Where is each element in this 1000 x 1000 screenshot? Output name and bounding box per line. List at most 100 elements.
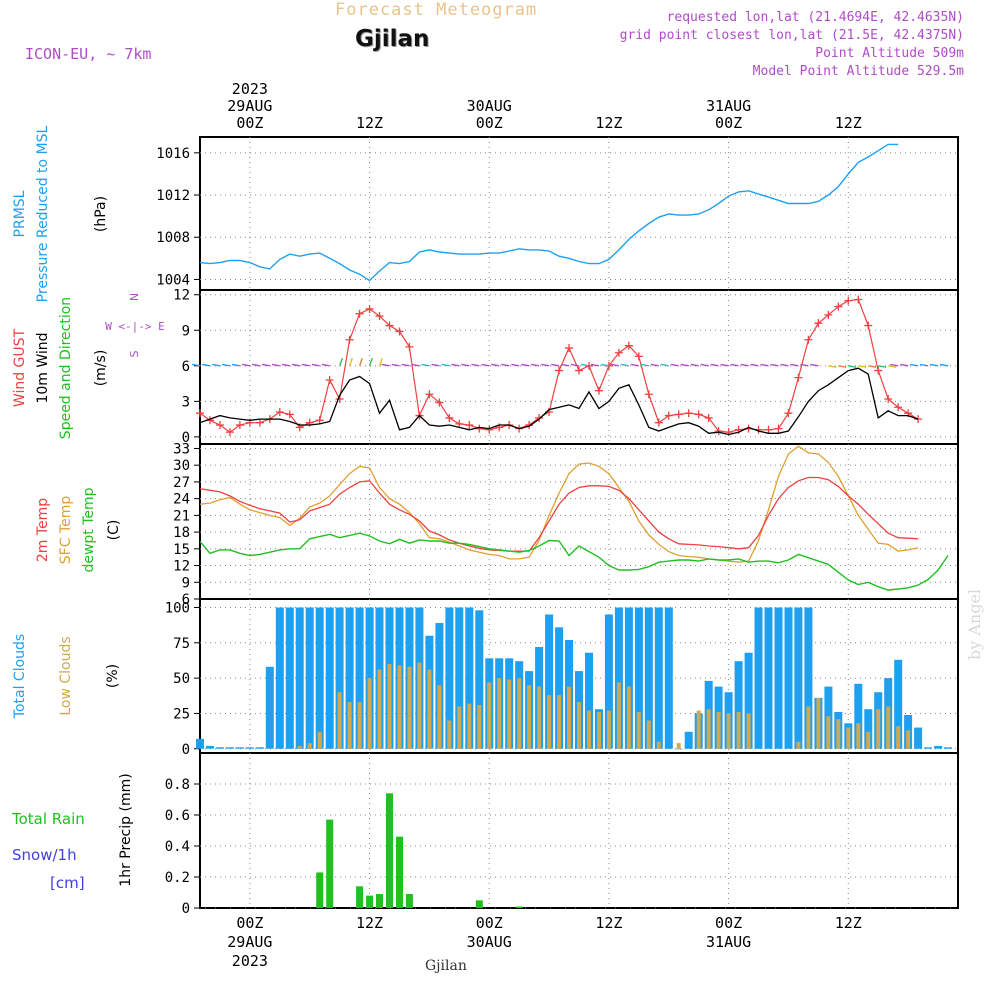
gust-marker xyxy=(854,295,863,304)
gust-marker xyxy=(485,425,494,434)
low-cloud-bar xyxy=(826,716,831,749)
total-cloud-bar xyxy=(555,627,564,749)
gust-marker xyxy=(834,302,843,311)
low-cloud-bar xyxy=(846,727,851,749)
total-cloud-bar xyxy=(275,607,284,749)
wind-direction-arrow xyxy=(541,363,550,367)
wind-direction-arrow xyxy=(730,363,739,367)
total-cloud-bar xyxy=(944,747,952,749)
panel-frame-precip xyxy=(199,752,959,909)
wind-direction-arrow xyxy=(211,363,221,367)
gust-marker xyxy=(555,366,564,375)
low-cloud-bar xyxy=(577,702,581,749)
gust-marker xyxy=(385,321,394,330)
time-label-bottom: 30AUG xyxy=(467,933,512,951)
y-tick-label: 25 xyxy=(173,706,190,722)
time-label-top: 12Z xyxy=(835,114,862,132)
low-cloud-bar xyxy=(427,669,432,749)
wind-direction-label: Speed and Direction xyxy=(58,297,74,439)
wind-direction-arrow xyxy=(878,365,887,368)
gust-marker xyxy=(405,342,414,351)
time-label-bottom: 12Z xyxy=(356,914,383,932)
total-cloud-bar xyxy=(914,727,923,749)
y-tick-label: 24 xyxy=(173,492,190,508)
wind-direction-arrow xyxy=(378,358,383,367)
requested-coords: requested lon,lat (21.4694E, 42.4635N) xyxy=(666,10,964,25)
low-cloud-bar xyxy=(567,686,571,749)
gust-marker xyxy=(674,410,683,419)
total-cloud-bar xyxy=(355,607,364,749)
low-cloud-bar xyxy=(896,726,901,749)
temp-label: 2m Temp xyxy=(35,498,51,562)
gust-marker xyxy=(684,409,693,418)
total-cloud-bar xyxy=(604,614,613,749)
gust-marker xyxy=(664,411,673,420)
wind-direction-arrow xyxy=(858,365,867,368)
wind-direction-arrow xyxy=(431,363,440,367)
low-cloud-bar xyxy=(676,743,681,749)
total-cloud-bar xyxy=(734,661,743,749)
low-cloud-bar xyxy=(806,706,811,749)
gust-marker xyxy=(285,410,294,419)
y-tick-label: 1008 xyxy=(156,230,190,246)
wind-direction-arrow xyxy=(471,363,480,367)
wind-direction-arrow xyxy=(461,363,470,367)
wind-direction-arrow xyxy=(391,363,400,367)
low-cloud-bar xyxy=(796,741,801,749)
low-cloud-bar xyxy=(597,712,601,749)
gust-marker xyxy=(225,428,234,437)
wind-direction-arrow xyxy=(930,363,939,367)
total-cloud-bar xyxy=(784,607,793,749)
low-cloud-bar xyxy=(547,695,552,749)
rain-bar xyxy=(366,895,374,908)
wind-speed-line xyxy=(199,367,919,436)
gust-marker xyxy=(465,421,474,430)
low-cloud-bar xyxy=(656,741,661,749)
gust-marker xyxy=(445,413,454,422)
station-name: Gjilan xyxy=(355,26,430,52)
wind-direction-arrow xyxy=(848,365,857,368)
total-cloud-bar xyxy=(804,607,813,749)
compass-we: W <-|-> E xyxy=(105,320,165,333)
time-label-bottom: 31AUG xyxy=(706,933,751,951)
gust-marker xyxy=(824,310,833,319)
low-cloud-bar xyxy=(626,686,631,749)
time-label-bottom: 29AUG xyxy=(227,933,272,951)
time-label-top: 00Z xyxy=(476,114,503,132)
total-cloud-bar xyxy=(754,607,763,749)
total-cloud-bar xyxy=(794,607,803,749)
wind-direction-arrow xyxy=(920,363,929,367)
total-cloud-bar xyxy=(295,607,304,749)
gust-marker xyxy=(634,352,643,361)
wind-direction-arrow xyxy=(580,363,590,367)
gust-marker xyxy=(774,424,783,433)
wind-direction-arrow xyxy=(660,363,669,367)
dewpt-label: dewpt Temp xyxy=(81,487,97,572)
wind-direction-arrow xyxy=(358,358,363,367)
y-tick-label: 33 xyxy=(173,441,190,457)
wind-direction-arrow xyxy=(451,363,460,367)
wind-direction-arrow xyxy=(690,363,699,367)
low-cloud-bar xyxy=(367,678,372,749)
total-cloud-bar xyxy=(325,607,334,749)
gust-marker xyxy=(375,312,384,321)
clouds-unit: (%) xyxy=(105,664,121,688)
gust-marker xyxy=(535,413,544,422)
gust-marker xyxy=(315,416,324,425)
rain-bar xyxy=(515,906,523,908)
gust-marker xyxy=(914,415,923,424)
wind-direction-arrow xyxy=(368,358,373,367)
pressure-unit: (hPa) xyxy=(93,196,109,232)
gust-marker xyxy=(365,304,374,313)
low-cloud-bar xyxy=(447,720,452,749)
total-cloud-bar xyxy=(196,738,204,749)
snow-label: Snow/1h xyxy=(12,846,77,864)
y-tick-label: 27 xyxy=(173,475,190,491)
wind-direction-arrow xyxy=(560,363,570,367)
pressure-line xyxy=(199,143,899,282)
gust-marker xyxy=(435,398,444,407)
total-cloud-bar xyxy=(245,747,254,749)
gust-marker xyxy=(894,403,903,412)
low-cloud-bar xyxy=(467,703,472,749)
low-cloud-bar xyxy=(527,685,532,749)
